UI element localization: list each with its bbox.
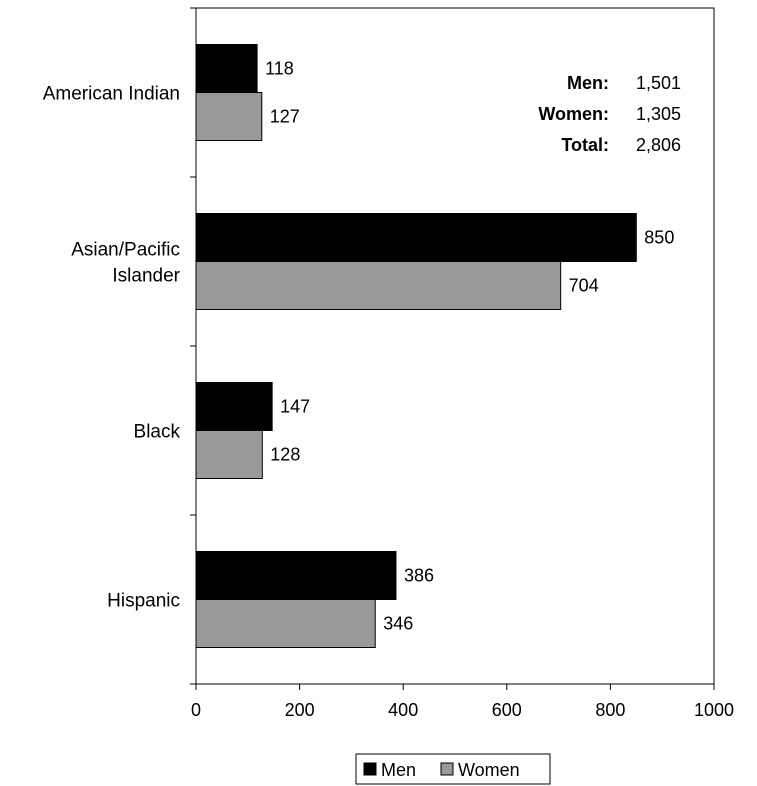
bar-men-hispanic	[195, 551, 397, 600]
bar-women-asian-pacific-islander	[195, 261, 562, 310]
x-tick-labels-group: 0 200 400 600 800 1000	[191, 700, 734, 720]
summary-value-total: 2,806	[636, 135, 681, 155]
summary-label-women: Women:	[538, 104, 609, 124]
bar-men-asian-pacific-islander	[195, 213, 637, 262]
category-labels-group: American Indian Asian/Pacific Islander Blac…	[43, 84, 181, 612]
data-label-women-black: 128	[270, 445, 300, 465]
x-tick-label-600: 600	[492, 700, 522, 720]
data-label-men-hispanic: 386	[404, 566, 434, 586]
legend-label-women: Women	[458, 760, 520, 780]
data-labels-group: 118 127 850 704 147 128 386 346	[265, 59, 674, 634]
bars-group	[195, 44, 637, 648]
data-label-men-black: 147	[280, 397, 310, 417]
bar-men-black	[195, 382, 273, 431]
summary-label-total: Total:	[561, 135, 609, 155]
category-label-asian-pacific-islander: Asian/Pacific Islander	[71, 240, 180, 287]
bar-women-black	[195, 430, 263, 479]
legend-swatch-men	[363, 762, 377, 776]
x-tick-label-800: 800	[595, 700, 625, 720]
x-ticks-group	[195, 684, 715, 690]
category-ticks-group	[190, 7, 196, 685]
data-label-women-hispanic: 346	[383, 614, 413, 634]
bar-women-american-indian	[195, 92, 263, 141]
data-label-women-american-indian: 127	[270, 107, 300, 127]
summary-box: Men: 1,501 Women: 1,305 Total: 2,806	[538, 73, 681, 155]
x-tick-label-1000: 1000	[694, 700, 734, 720]
bar-men-american-indian	[195, 44, 258, 93]
data-label-women-asian-pacific-islander: 704	[569, 276, 599, 296]
category-label-american-indian: American Indian	[43, 84, 180, 105]
x-tick-label-0: 0	[191, 700, 201, 720]
x-tick-label-400: 400	[388, 700, 418, 720]
category-label-hispanic: Hispanic	[107, 591, 180, 612]
data-label-men-asian-pacific-islander: 850	[644, 228, 674, 248]
summary-value-women: 1,305	[636, 104, 681, 124]
bar-women-hispanic	[195, 599, 376, 648]
summary-label-men: Men:	[567, 73, 609, 93]
data-label-men-american-indian: 118	[265, 59, 294, 79]
category-label-black: Black	[134, 422, 181, 443]
x-tick-label-200: 200	[285, 700, 315, 720]
legend-swatch-women	[440, 762, 454, 776]
legend-label-men: Men	[381, 760, 416, 780]
summary-value-men: 1,501	[636, 73, 681, 93]
legend: Men Women	[355, 753, 551, 785]
